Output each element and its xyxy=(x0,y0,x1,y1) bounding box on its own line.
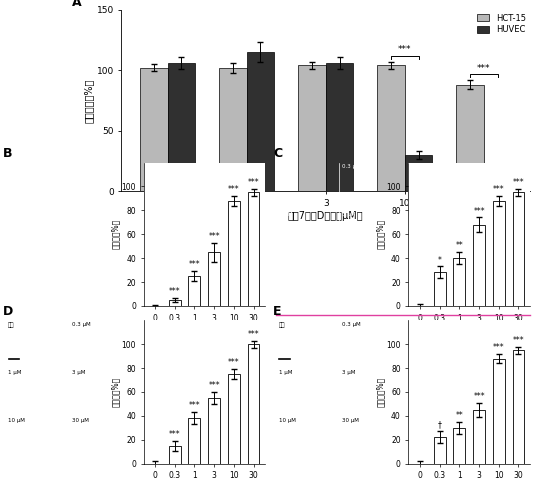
Text: B: B xyxy=(3,147,12,160)
Text: ***: *** xyxy=(189,402,200,411)
Text: ***: *** xyxy=(189,261,200,270)
Text: 0.3 μM: 0.3 μM xyxy=(72,164,90,169)
Bar xyxy=(228,374,240,464)
Text: 1 μM: 1 μM xyxy=(8,212,22,217)
Bar xyxy=(513,193,524,306)
Text: 10 μM: 10 μM xyxy=(279,260,295,265)
Text: 30 μM: 30 μM xyxy=(72,260,88,265)
Text: *: * xyxy=(438,256,442,265)
Text: ***: *** xyxy=(228,358,240,368)
Bar xyxy=(377,65,405,191)
Text: ***: *** xyxy=(228,185,240,194)
Bar xyxy=(484,189,511,191)
X-axis label: 桔栉7米苷D浓度（μM）: 桔栉7米苷D浓度（μM） xyxy=(288,211,364,221)
Y-axis label: 抑制率（%）: 抑制率（%） xyxy=(111,219,120,250)
Text: ***: *** xyxy=(208,232,220,241)
Bar xyxy=(453,428,465,464)
Text: ***: *** xyxy=(248,330,259,339)
Bar xyxy=(456,85,484,191)
Bar xyxy=(473,225,485,306)
X-axis label: 桔栉7米苷浓度（μM）: 桔栉7米苷浓度（μM） xyxy=(443,324,496,333)
Y-axis label: 抑制率（%）: 抑制率（%） xyxy=(376,377,385,407)
Text: ***: *** xyxy=(513,178,524,187)
Bar xyxy=(247,52,274,191)
Text: E: E xyxy=(273,305,282,318)
Text: 10 μM: 10 μM xyxy=(8,260,25,265)
Text: 对照: 对照 xyxy=(8,164,14,170)
Bar xyxy=(298,65,326,191)
Text: ***: *** xyxy=(473,206,485,216)
Bar xyxy=(188,418,200,464)
Bar xyxy=(248,344,259,464)
Text: 10 μM: 10 μM xyxy=(279,418,295,423)
Text: 0.3 μM: 0.3 μM xyxy=(342,164,360,169)
Text: **: ** xyxy=(455,411,463,420)
Legend: HCT-15, HUVEC: HCT-15, HUVEC xyxy=(476,14,526,34)
Text: A: A xyxy=(72,0,82,9)
Text: **: ** xyxy=(455,241,463,250)
Bar xyxy=(188,276,200,306)
Bar xyxy=(208,398,220,464)
Text: ***: *** xyxy=(169,430,181,439)
Bar xyxy=(326,63,353,191)
Text: 3 μM: 3 μM xyxy=(72,212,85,217)
Text: 3 μM: 3 μM xyxy=(342,370,355,375)
Text: 30 μM: 30 μM xyxy=(72,418,88,423)
Text: 1 μM: 1 μM xyxy=(279,212,292,217)
Bar xyxy=(493,201,505,306)
Text: ***: *** xyxy=(493,343,505,352)
Bar xyxy=(219,68,247,191)
Text: ***: *** xyxy=(493,185,505,194)
Text: †: † xyxy=(438,421,442,430)
Bar xyxy=(434,437,445,464)
Text: ***: *** xyxy=(208,381,220,390)
Y-axis label: 细胞活性（%）: 细胞活性（%） xyxy=(84,78,94,122)
Text: ***: *** xyxy=(169,287,181,296)
Bar xyxy=(140,68,168,191)
Text: 1 μM: 1 μM xyxy=(8,370,22,375)
Y-axis label: 抑制率（%）: 抑制率（%） xyxy=(111,377,120,407)
X-axis label: 桔栉7米苷D浓度（μM）: 桔栉7米苷D浓度（μM） xyxy=(174,324,234,333)
Text: ***: *** xyxy=(248,178,259,187)
Bar xyxy=(434,272,445,306)
Text: 10 μM: 10 μM xyxy=(8,418,25,423)
Bar xyxy=(473,410,485,464)
Bar xyxy=(513,350,524,464)
Text: 3 μM: 3 μM xyxy=(342,212,355,217)
Text: D: D xyxy=(3,305,13,318)
Bar xyxy=(228,201,240,306)
Text: ***: *** xyxy=(473,392,485,401)
Bar xyxy=(169,300,181,306)
Text: ***: *** xyxy=(513,336,524,345)
Text: 对照: 对照 xyxy=(8,322,14,328)
Text: 1 μM: 1 μM xyxy=(279,370,292,375)
Y-axis label: 抑制率（%）: 抑制率（%） xyxy=(376,219,385,250)
Text: 对照: 对照 xyxy=(279,164,285,170)
Bar xyxy=(493,358,505,464)
Bar xyxy=(169,445,181,464)
Text: ***: *** xyxy=(398,45,411,54)
Text: 3 μM: 3 μM xyxy=(72,370,85,375)
Text: 0.3 μM: 0.3 μM xyxy=(72,322,90,327)
Bar xyxy=(405,155,432,191)
Text: C: C xyxy=(273,147,283,160)
Bar xyxy=(168,63,195,191)
Bar xyxy=(453,258,465,306)
Bar xyxy=(248,193,259,306)
Text: 30 μM: 30 μM xyxy=(342,260,359,265)
Text: 0.3 μM: 0.3 μM xyxy=(342,322,360,327)
Bar xyxy=(208,252,220,306)
Text: 对照: 对照 xyxy=(279,322,285,328)
Text: 30 μM: 30 μM xyxy=(342,418,359,423)
Text: ***: *** xyxy=(477,64,490,73)
